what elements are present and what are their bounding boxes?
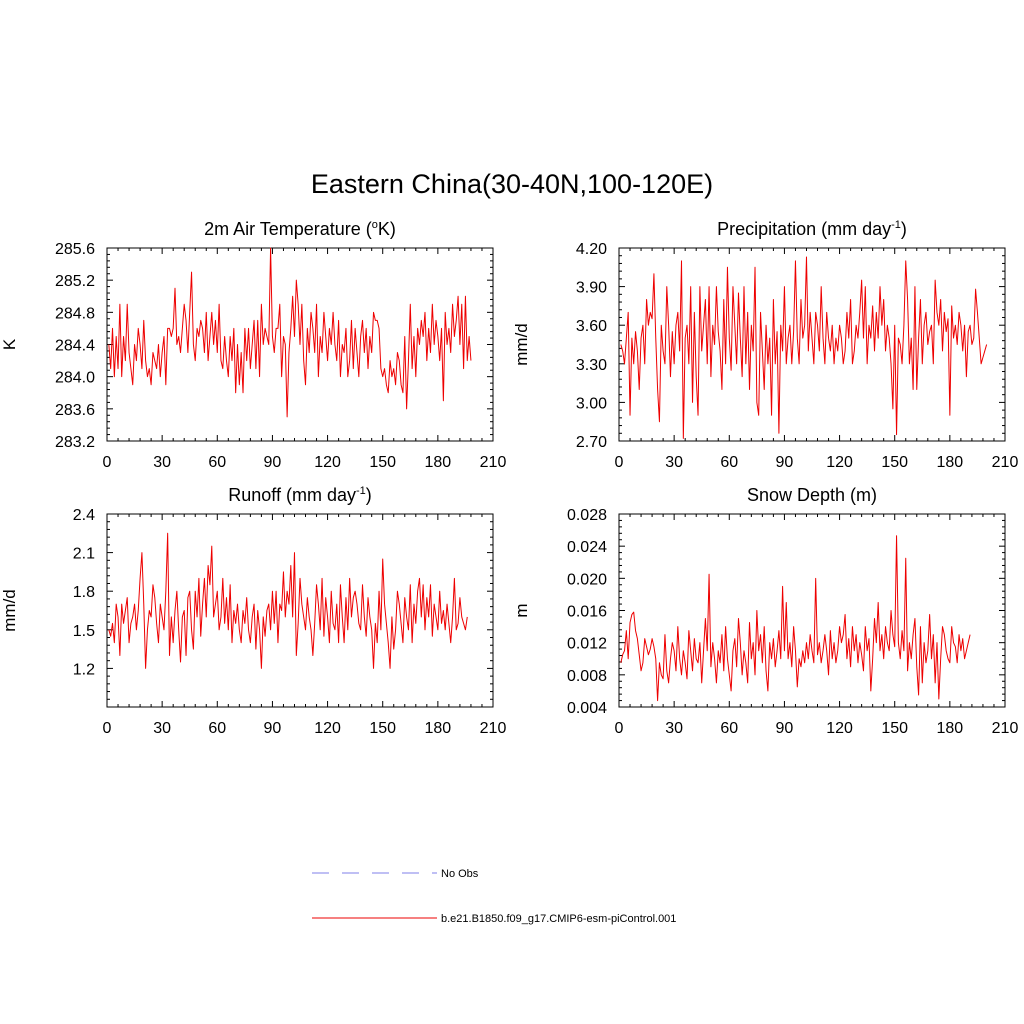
chart-panel-3: Runoff (mm day-1) mm/d 0 30 60 90 120 150 180 210… [0,485,506,737]
x-tick-label: 90 [264,720,282,737]
y-axis-label: K [0,338,19,350]
panel-title: 2m Air Temperature (oK) [204,219,396,239]
y-tick-label: 0.020 [567,571,607,588]
series-line [620,256,988,439]
chart-panel-4: Snow Depth (m) m 0 30 60 90 120 150 180 210 0.004 0… [512,485,1018,737]
x-tick-label: 60 [720,454,738,471]
y-tick-label: 2.4 [73,507,95,524]
x-tick-label: 60 [208,454,226,471]
y-tick-label: 2.1 [73,546,95,563]
y-axis-label: mm/d [512,323,531,366]
y-tick-label: 285.6 [55,241,95,258]
x-tick-label: 60 [720,720,738,737]
x-tick-label: 120 [314,720,341,737]
x-tick-label: 30 [665,454,683,471]
figure-title: Eastern China(30-40N,100-120E) [311,169,713,199]
x-tick-label: 210 [480,454,507,471]
y-axis-label: mm/d [0,589,19,632]
x-tick-label: 180 [937,454,964,471]
x-tick-label: 30 [665,720,683,737]
x-tick-label: 180 [425,454,452,471]
y-axis-label: m [512,603,531,617]
y-tick-label: 4.20 [576,241,607,258]
x-tick-label: 120 [826,720,853,737]
x-tick-label: 150 [881,454,908,471]
x-tick-label: 0 [103,454,112,471]
x-tick-label: 0 [615,720,624,737]
x-tick-label: 90 [264,454,282,471]
series-line [108,247,472,418]
x-tick-label: 150 [881,720,908,737]
y-tick-label: 3.90 [576,280,607,297]
x-tick-label: 210 [480,720,507,737]
x-tick-label: 180 [937,720,964,737]
y-tick-label: 0.004 [567,700,607,717]
panel-title: Runoff (mm day-1) [228,485,372,505]
x-tick-label: 90 [776,720,794,737]
x-tick-label: 210 [992,454,1019,471]
series-line [620,535,971,702]
y-tick-label: 1.2 [73,661,95,678]
x-tick-label: 210 [992,720,1019,737]
y-tick-label: 0.008 [567,668,607,685]
x-tick-label: 30 [153,454,171,471]
x-tick-label: 180 [425,720,452,737]
x-tick-label: 150 [369,454,396,471]
plot-frame [618,513,1006,708]
x-tick-label: 30 [153,720,171,737]
y-tick-label: 0.024 [567,539,607,556]
y-tick-label: 0.016 [567,604,607,621]
chart-panel-1: 2m Air Temperature (oK) K 0 30 60 90 120 150 180… [0,219,506,471]
y-tick-label: 285.2 [55,273,95,290]
panel-title: Precipitation (mm day-1) [717,219,907,239]
x-tick-label: 150 [369,720,396,737]
y-tick-label: 3.60 [576,318,607,335]
legend-label-no-obs: No Obs [441,868,479,880]
y-tick-label: 284.0 [55,370,95,387]
y-tick-label: 3.00 [576,395,607,412]
panel-title: Snow Depth (m) [747,485,877,505]
plot-frame [106,513,494,708]
x-tick-label: 60 [208,720,226,737]
y-tick-label: 1.5 [73,623,95,640]
legend-label-model: b.e21.B1850.f09_g17.CMIP6-esm-piControl.… [441,913,676,925]
x-tick-label: 120 [314,454,341,471]
legend: No Obs b.e21.B1850.f09_g17.CMIP6-esm-piC… [312,868,676,925]
y-tick-label: 284.4 [55,338,95,355]
y-tick-label: 3.30 [576,357,607,374]
x-tick-label: 120 [826,454,853,471]
y-tick-label: 0.012 [567,636,607,653]
y-tick-label: 0.028 [567,507,607,524]
y-tick-label: 1.8 [73,584,95,601]
series-line [108,532,468,669]
y-tick-label: 284.8 [55,305,95,322]
y-tick-label: 2.70 [576,434,607,451]
x-tick-label: 90 [776,454,794,471]
x-tick-label: 0 [103,720,112,737]
chart-panel-2: Precipitation (mm day-1) mm/d 0 30 60 90 120 15… [512,219,1018,471]
y-tick-label: 283.6 [55,402,95,419]
x-tick-label: 0 [615,454,624,471]
plot-frame [618,247,1006,442]
y-tick-label: 283.2 [55,434,95,451]
